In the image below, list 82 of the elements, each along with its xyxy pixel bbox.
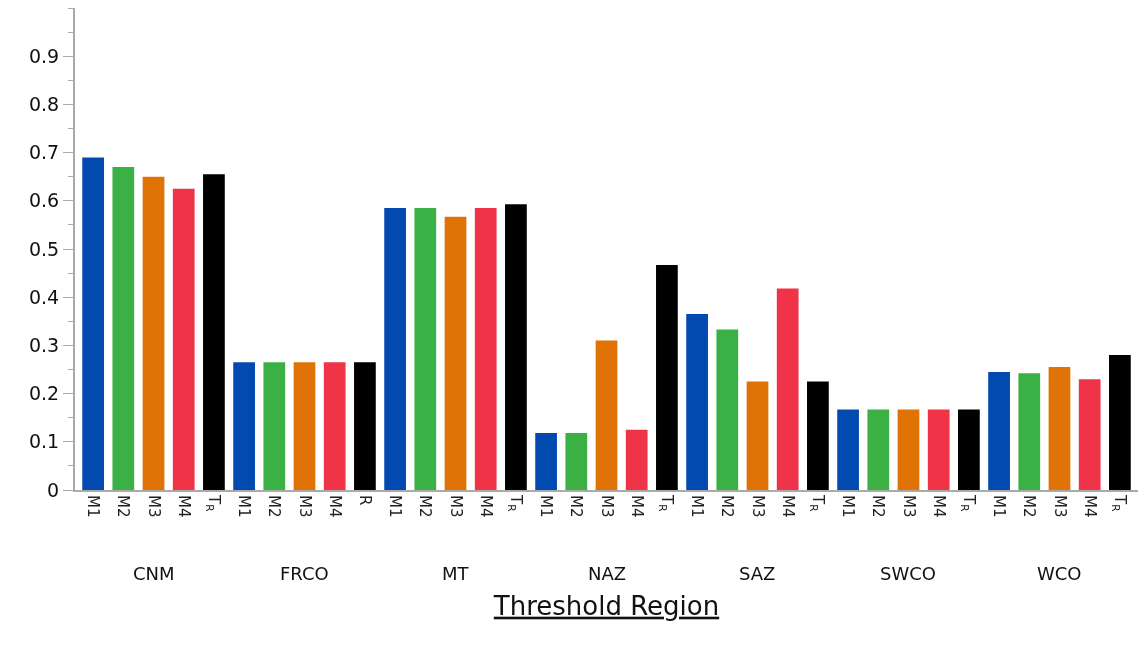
x-tick-label: M4 <box>174 495 193 518</box>
bar <box>686 314 708 490</box>
bar <box>142 176 165 490</box>
bar <box>384 208 406 490</box>
bar <box>807 381 829 490</box>
bar <box>1048 367 1071 490</box>
x-tick-label: M3 <box>899 495 918 518</box>
x-tick-label: M4 <box>929 495 948 518</box>
bar <box>1109 355 1131 490</box>
bar <box>716 329 739 490</box>
text: FRCO <box>280 563 329 584</box>
bar <box>474 208 497 490</box>
x-tick-label: M4 <box>1080 495 1099 518</box>
bar <box>565 433 588 490</box>
bar <box>776 288 799 490</box>
x-tick-label: M2 <box>718 495 737 518</box>
x-tick-label: M3 <box>1050 495 1069 518</box>
bar <box>505 204 527 490</box>
x-tick-label: M3 <box>597 495 616 518</box>
x-tick-label: M2 <box>416 495 435 518</box>
bar <box>112 167 135 490</box>
x-tick-label: M2 <box>869 495 888 518</box>
bar <box>535 433 557 490</box>
bar <box>656 264 678 490</box>
bar <box>414 208 437 490</box>
bar <box>354 362 376 490</box>
x-tick-label: M3 <box>748 495 767 518</box>
x-tick-label: M4 <box>627 495 646 518</box>
x-tick-label: M1 <box>537 495 556 518</box>
bar <box>82 157 104 490</box>
y-tick-label: 0.7 <box>28 141 60 164</box>
x-tick-label: M2 <box>114 495 133 518</box>
bar <box>233 362 255 490</box>
x-tick-label: M1 <box>386 495 405 518</box>
text: WCO <box>1037 563 1082 584</box>
bar <box>172 188 195 490</box>
text: NAZ <box>588 563 627 584</box>
x-tick-label: M1 <box>688 495 707 518</box>
bar <box>595 340 618 490</box>
x-tick-label: M2 <box>567 495 586 518</box>
text: CNM <box>133 563 175 584</box>
bar <box>444 216 467 490</box>
x-tick-label: R <box>356 495 375 506</box>
text: SAZ <box>739 563 776 584</box>
text: SWCO <box>880 563 936 584</box>
bar <box>1078 379 1101 490</box>
y-tick-label: 0.4 <box>28 285 60 308</box>
x-tick-label: M1 <box>839 495 858 518</box>
x-tick-label: M2 <box>265 495 284 518</box>
x-tick-label: M1 <box>235 495 254 518</box>
y-tick-label: 0.1 <box>28 430 60 453</box>
bar <box>263 362 286 490</box>
y-tick-label: 0.6 <box>28 189 60 212</box>
x-tick-label: M1 <box>84 495 103 518</box>
x-tick-label: M3 <box>446 495 465 518</box>
x-tick-label: M3 <box>144 495 163 518</box>
x-tick-label: M4 <box>778 495 797 518</box>
y-tick-label: 0.3 <box>28 334 60 357</box>
bar <box>293 362 316 490</box>
bar <box>837 409 859 490</box>
x-tick-label: M1 <box>990 495 1009 518</box>
bar <box>1018 373 1041 490</box>
y-tick-label: 0.5 <box>28 237 60 260</box>
bar <box>988 371 1010 490</box>
x-axis-title: Threshold Region <box>492 590 720 621</box>
y-tick-label: 0 <box>47 478 60 501</box>
x-tick-label: M2 <box>1020 495 1039 518</box>
bar <box>927 409 950 490</box>
bar <box>323 362 346 490</box>
bar <box>897 409 920 490</box>
y-tick-label: 0.8 <box>28 93 60 116</box>
bar <box>746 381 769 490</box>
x-tick-label: M4 <box>325 495 344 518</box>
bar <box>203 174 225 490</box>
x-tick-label: M4 <box>476 495 495 518</box>
y-tick-label: 0.9 <box>28 44 60 67</box>
x-tick-label: M3 <box>295 495 314 518</box>
bar <box>958 409 980 490</box>
y-tick-label: 0.2 <box>28 382 60 405</box>
bar <box>625 429 648 490</box>
bar <box>867 409 890 490</box>
text: MT <box>442 563 470 584</box>
